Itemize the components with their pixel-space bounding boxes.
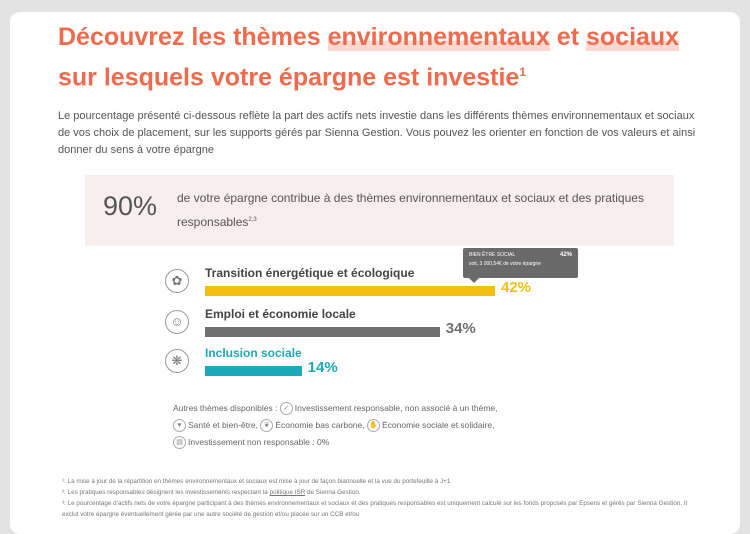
other-themes-label: Autres thèmes disponibles : <box>173 403 278 413</box>
theme-bar[interactable] <box>205 327 440 337</box>
theme-name: Inclusion sociale <box>205 346 302 360</box>
theme-name: Transition énergétique et écologique <box>205 266 415 280</box>
other-theme-item: Économie bas carbone, <box>275 420 365 430</box>
people-icon: ☺ <box>165 310 189 334</box>
summary-box: 90% de votre épargne contribue à des thè… <box>85 175 674 246</box>
other-theme-item: Économie sociale et solidaire, <box>382 420 495 430</box>
theme-bar[interactable] <box>205 286 495 296</box>
bar-tooltip: BIEN ÊTRE SOCIAL 42% soit, 3 000,54€ de … <box>463 248 578 283</box>
footnote-ref-2-3: 2,3 <box>248 217 257 223</box>
leaf-icon: ❦ <box>260 419 274 433</box>
theme-inclusion-sociale[interactable]: ❋ Inclusion sociale 14% <box>165 346 565 386</box>
hand-icon: ✋ <box>367 419 380 433</box>
theme-bar[interactable] <box>205 366 302 376</box>
chart-icon: ▤ <box>173 436 186 450</box>
content-card: Découvrez les thèmes environnementaux et… <box>10 12 740 534</box>
tooltip-label: BIEN ÊTRE SOCIAL <box>469 252 516 258</box>
heart-icon: ♥ <box>173 419 186 433</box>
intro-text: Le pourcentage présenté ci-dessous reflè… <box>58 110 696 156</box>
theme-emploi-economie-locale[interactable]: ☺ Emploi et économie locale 34% <box>165 307 565 347</box>
footnote-3: ³: Le pourcentage d'actifs nets de votre… <box>62 500 687 518</box>
page-title: Découvrez les thèmes environnementaux et… <box>58 23 680 92</box>
footnote-1: ¹: La mise à jour de la répartition en t… <box>62 478 451 485</box>
other-theme-item: Investissement responsable, non associé … <box>294 403 498 413</box>
theme-value: 14% <box>307 359 338 376</box>
plant-icon: ✿ <box>165 269 189 293</box>
theme-value: 34% <box>445 320 476 337</box>
theme-transition-energetique[interactable]: ✿ Transition énergétique et écologique 4… <box>165 266 565 306</box>
other-themes: Autres thèmes disponibles : ✓ Investissem… <box>173 400 593 451</box>
tooltip-detail: soit, 3 000,54€ de votre épargne <box>469 261 541 267</box>
check-icon: ✓ <box>279 402 293 416</box>
other-theme-item: Investissement non responsable : 0% <box>188 437 330 447</box>
theme-value: 42% <box>501 279 532 296</box>
tooltip-percent: 42% <box>559 252 572 258</box>
footnotes: ¹: La mise à jour de la répartition en t… <box>62 476 702 520</box>
footnote-ref-1: 1 <box>519 65 526 79</box>
summary-text: de votre épargne contribue à des thèmes … <box>177 191 644 229</box>
isr-policy-link[interactable]: politique ISR <box>269 489 306 496</box>
other-theme-item: Santé et bien-être, <box>188 420 258 430</box>
footnote-2: ²: Les pratiques responsables désignent … <box>62 489 361 496</box>
summary-percent: 90% <box>103 191 158 221</box>
network-icon: ❋ <box>165 349 189 373</box>
theme-name: Emploi et économie locale <box>205 307 356 321</box>
